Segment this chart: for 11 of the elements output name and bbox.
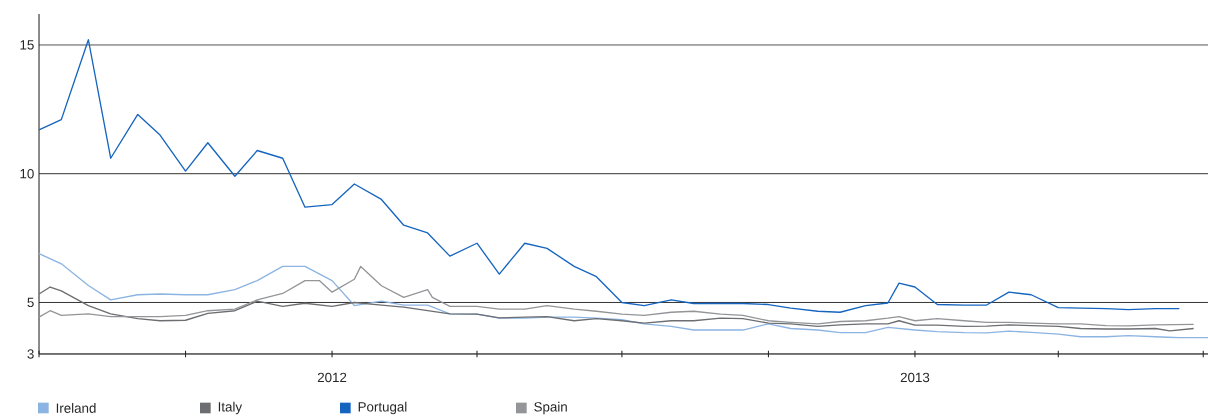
legend-label: Spain (534, 401, 567, 415)
y-tick-label: 5 (27, 297, 34, 308)
legend-label: Portugal (358, 401, 407, 415)
y-tick-label: 15 (20, 40, 34, 50)
y-tick-label: 10 (20, 168, 34, 179)
x-tick-label: 2012 (317, 372, 347, 383)
x-tick-label: 2013 (900, 372, 930, 383)
legend-label: Italy (218, 401, 243, 415)
legend-label: Ireland (56, 403, 96, 413)
y-tick-label: 3 (27, 349, 34, 359)
line-series (38, 286, 1195, 332)
